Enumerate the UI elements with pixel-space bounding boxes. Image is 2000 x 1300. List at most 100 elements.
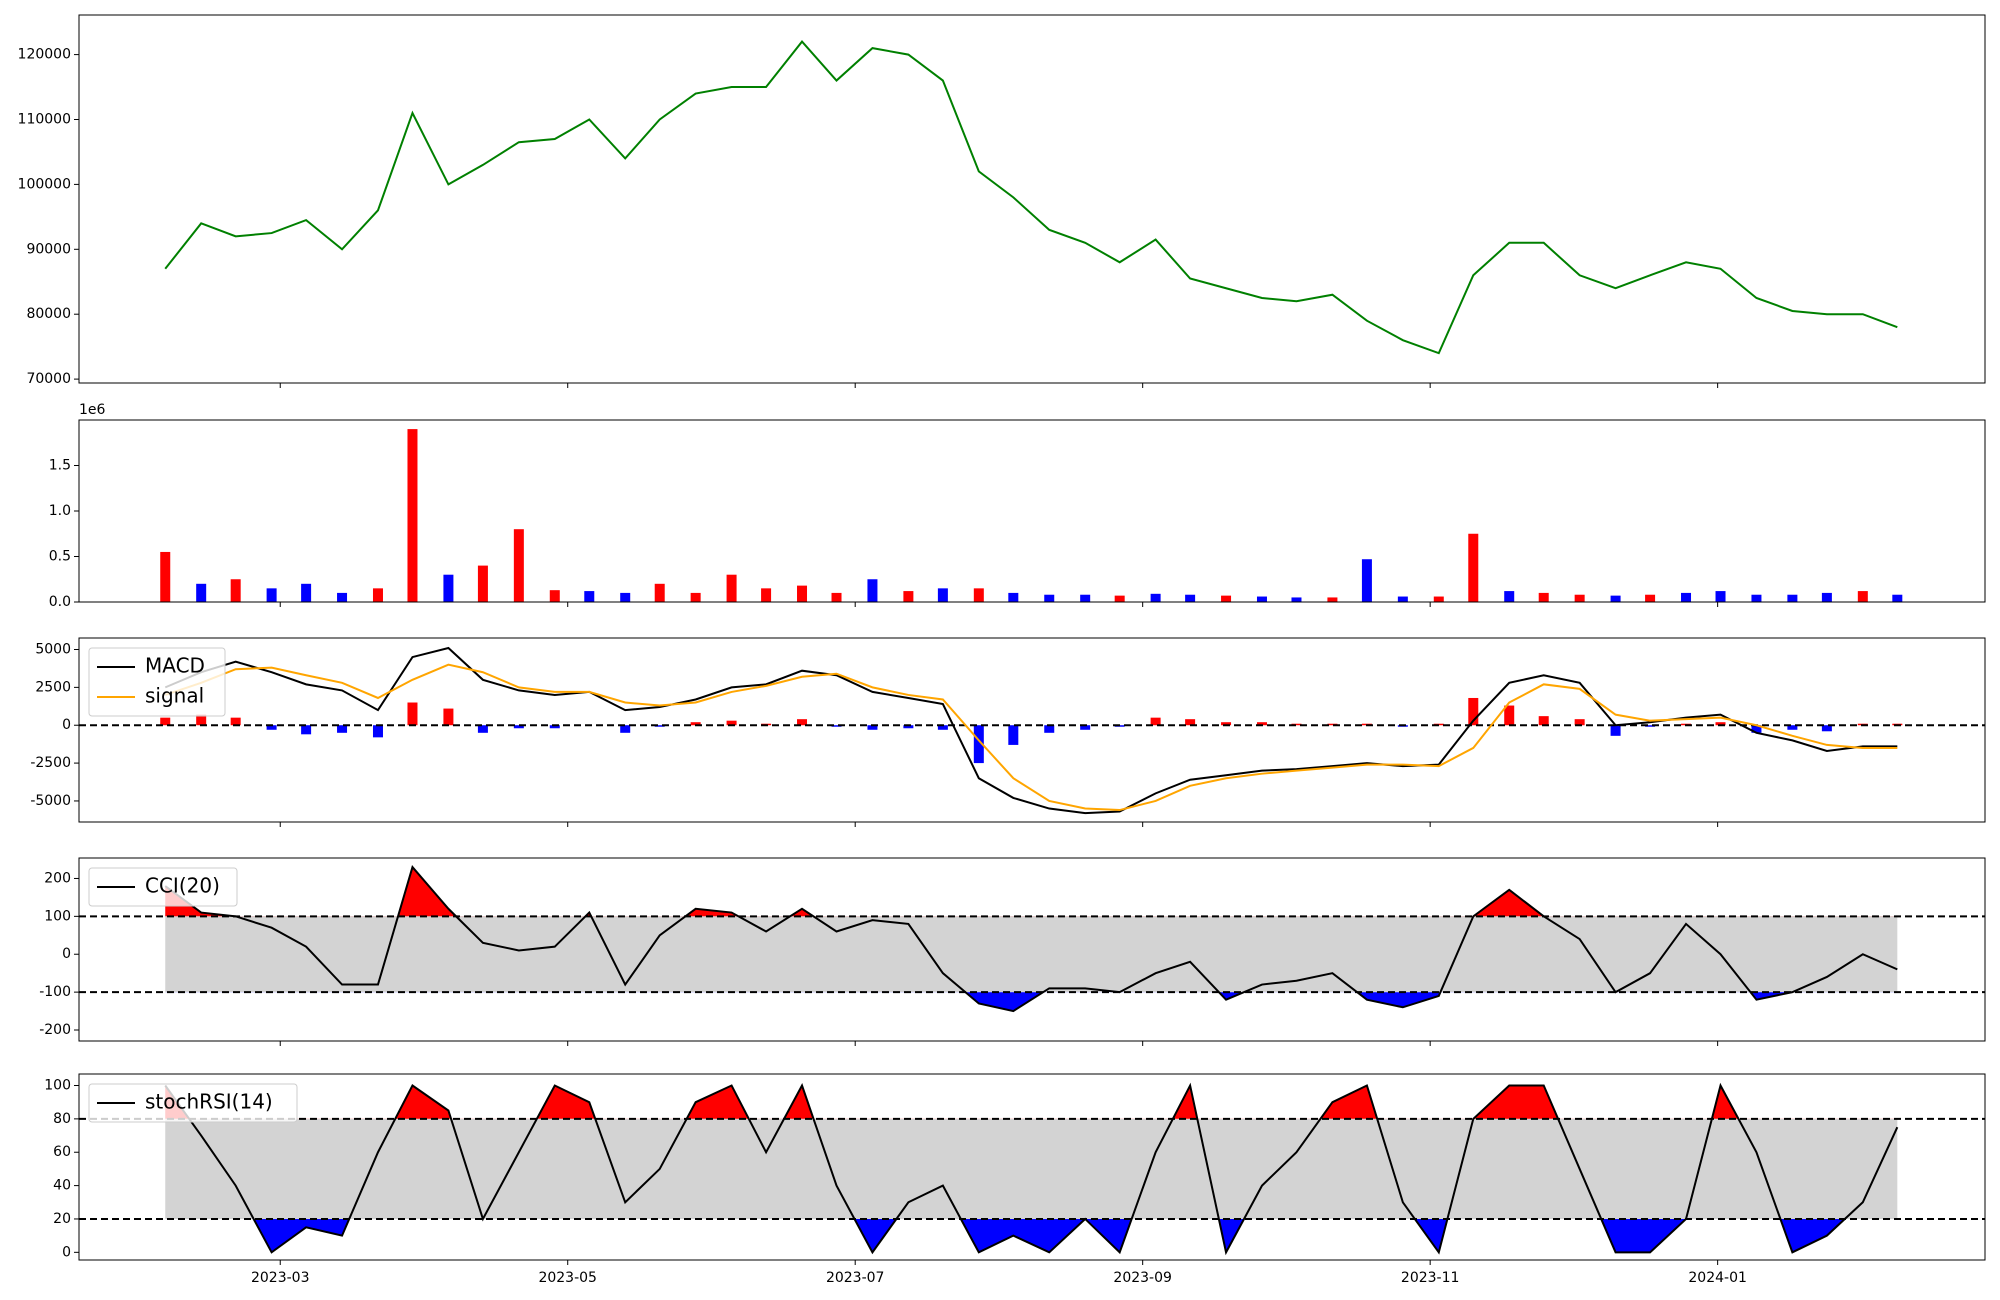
- plot-area: [79, 1082, 1985, 1256]
- histogram-bar: [1610, 725, 1621, 736]
- histogram-bar: [1044, 725, 1055, 733]
- volume-bar: [1114, 595, 1125, 602]
- volume-bar: [690, 592, 701, 602]
- histogram-bar: [1538, 716, 1549, 726]
- histogram-bar: [1574, 719, 1585, 726]
- y-tick-label: 0: [62, 717, 71, 733]
- volume-bar: [973, 588, 984, 602]
- legend-label: stochRSI(14): [145, 1090, 273, 1114]
- histogram-bar: [443, 708, 454, 726]
- series-line: [164, 865, 1898, 1013]
- neutral-band: [165, 1118, 1898, 1219]
- oversold-fill: [165, 992, 1898, 1012]
- volume-bar: [1681, 592, 1692, 602]
- panel-frame: [78, 14, 1986, 384]
- volume-bar: [1044, 594, 1055, 602]
- volume-bar: [1504, 591, 1515, 602]
- volume-bar: [620, 592, 631, 602]
- y-tick-label: 200: [44, 870, 71, 886]
- histogram-bar: [1291, 723, 1302, 726]
- volume-bar: [1256, 596, 1267, 602]
- histogram-bar: [1185, 719, 1196, 726]
- histogram-bar: [266, 725, 277, 730]
- histogram-bar: [867, 725, 878, 730]
- histogram-bar: [620, 725, 631, 733]
- legend-label: MACD: [145, 654, 205, 678]
- histogram-bar: [1787, 725, 1798, 730]
- histogram-bar: [1468, 697, 1479, 726]
- y-tick-label: 0: [62, 1244, 71, 1260]
- volume-bar: [1892, 594, 1903, 602]
- legend-label: CCI(20): [145, 874, 220, 898]
- volume-bar: [584, 591, 595, 602]
- volume-bar: [1150, 593, 1161, 602]
- y-tick-label: -5000: [30, 793, 71, 809]
- y-offset-label: 1e6: [79, 402, 106, 418]
- y-tick-label: 20: [53, 1211, 71, 1227]
- y-tick-label: 60: [53, 1144, 71, 1160]
- histogram-bar: [1821, 725, 1832, 732]
- volume-bar: [1610, 595, 1621, 602]
- series-line: [164, 40, 1898, 355]
- x-tick-label: 2023-07: [826, 1270, 885, 1286]
- x-tick-label: 2023-09: [1113, 1270, 1172, 1286]
- series-line: [164, 646, 1898, 815]
- histogram-bar: [477, 725, 488, 733]
- x-tick-label: 2023-11: [1401, 1270, 1460, 1286]
- plot-area: [160, 429, 1903, 602]
- volume-bar: [1361, 559, 1372, 602]
- histogram-bar: [1008, 725, 1019, 745]
- volume-bar: [761, 588, 772, 602]
- histogram-bar: [831, 725, 842, 727]
- volume-bar: [196, 583, 207, 602]
- y-tick-label: 110000: [18, 111, 71, 127]
- volume-bar: [477, 565, 488, 602]
- histogram-bar: [513, 725, 524, 729]
- volume-bar: [1080, 594, 1091, 602]
- y-tick-label: 0: [62, 946, 71, 962]
- legend-box: [88, 867, 238, 907]
- volume-bar: [1008, 592, 1019, 602]
- histogram-bar: [1504, 705, 1515, 726]
- volume-bar: [1538, 592, 1549, 602]
- histogram-bar: [797, 719, 808, 726]
- histogram-bar: [1150, 717, 1161, 726]
- volume-bar: [1468, 533, 1479, 602]
- series-line: [164, 1082, 1899, 1256]
- histogram-bar: [937, 725, 948, 730]
- volume-bar: [726, 574, 737, 602]
- legend-box: [88, 647, 226, 717]
- volume-bar: [1715, 591, 1726, 602]
- neutral-band: [165, 916, 1898, 993]
- y-tick-label: 100: [44, 1078, 71, 1094]
- oversold-fill: [165, 1218, 1898, 1253]
- volume-bar: [266, 588, 277, 602]
- y-tick-label: 100: [44, 908, 71, 924]
- panel-frame: [78, 419, 1986, 603]
- volume-bar: [337, 592, 348, 602]
- panel-frame: [78, 637, 1986, 823]
- histogram-bar: [1256, 722, 1267, 726]
- y-tick-label: 70000: [26, 371, 71, 387]
- y-tick-label: 1.0: [49, 503, 71, 519]
- histogram-bar: [1645, 725, 1656, 727]
- volume-bar: [1787, 594, 1798, 602]
- histogram-bar: [372, 725, 383, 738]
- panel-frame: [78, 1073, 1986, 1261]
- volume-bar: [1821, 592, 1832, 602]
- volume-bar: [1645, 594, 1656, 602]
- series-line: [164, 663, 1898, 812]
- volume-bar: [1574, 594, 1585, 602]
- histogram-bar: [196, 714, 207, 726]
- histogram-bar: [230, 717, 241, 726]
- y-tick-label: 80: [53, 1111, 71, 1127]
- x-tick-label: 2023-03: [251, 1270, 310, 1286]
- y-tick-label: -2500: [30, 755, 71, 771]
- histogram-bar: [903, 725, 914, 729]
- y-tick-label: 5000: [35, 642, 71, 658]
- y-tick-label: 100000: [18, 176, 71, 192]
- histogram-bar: [1751, 725, 1762, 733]
- y-tick-label: 2500: [35, 679, 71, 695]
- histogram-bar: [160, 717, 171, 726]
